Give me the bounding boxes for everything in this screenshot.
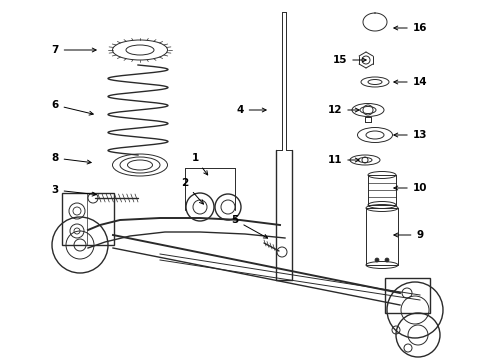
Text: 2: 2 [181, 178, 203, 204]
Text: 9: 9 [393, 230, 423, 240]
Text: 4: 4 [236, 105, 265, 115]
Text: 1: 1 [191, 153, 207, 175]
Text: 7: 7 [51, 45, 96, 55]
Text: 5: 5 [231, 215, 267, 238]
Text: 8: 8 [51, 153, 91, 164]
Text: 15: 15 [332, 55, 366, 65]
Bar [384, 278, 429, 313]
Text: 14: 14 [393, 77, 427, 87]
Text: 11: 11 [327, 155, 358, 165]
Circle shape [384, 258, 388, 262]
Text: 3: 3 [51, 185, 96, 196]
Text: 10: 10 [393, 183, 427, 193]
Text: 16: 16 [393, 23, 427, 33]
Circle shape [374, 258, 378, 262]
Text: 12: 12 [327, 105, 358, 115]
Text: 6: 6 [51, 100, 93, 115]
Text: 13: 13 [393, 130, 427, 140]
Bar [62, 193, 114, 245]
